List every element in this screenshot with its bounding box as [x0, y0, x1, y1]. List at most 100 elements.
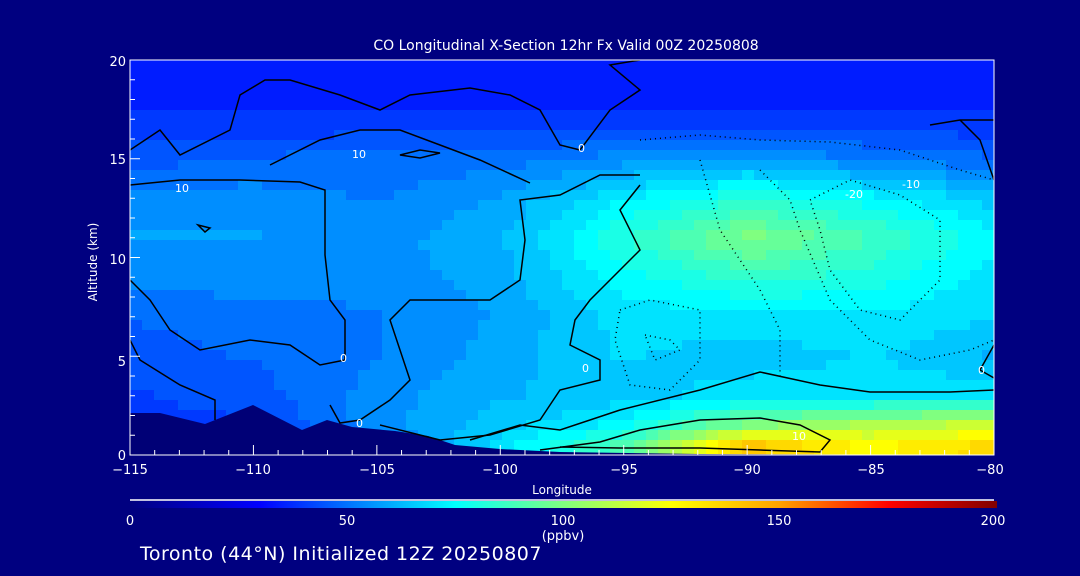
co-cell	[766, 210, 779, 221]
co-cell	[190, 220, 203, 231]
co-cell	[766, 320, 779, 331]
co-cell	[526, 280, 539, 291]
co-cell	[358, 230, 371, 241]
co-cell	[802, 90, 815, 101]
co-cell	[910, 60, 923, 71]
co-cell	[646, 300, 659, 311]
co-cell	[478, 250, 491, 261]
co-cell	[202, 190, 215, 201]
co-cell	[166, 260, 179, 271]
co-cell	[394, 240, 407, 251]
co-cell	[274, 270, 287, 281]
contour-line	[329, 174, 640, 424]
co-cell	[550, 120, 563, 131]
co-cell	[694, 370, 707, 381]
co-cell	[934, 250, 947, 261]
co-cell	[850, 260, 863, 271]
co-cell	[586, 60, 599, 71]
co-cell	[214, 240, 227, 251]
co-cell	[442, 130, 455, 141]
co-cell	[538, 100, 551, 111]
co-cell	[826, 100, 839, 111]
co-cell	[850, 110, 863, 121]
co-cell	[586, 220, 599, 231]
co-cell	[682, 310, 695, 321]
co-cell	[418, 180, 431, 191]
colorbar-tick-label: 150	[767, 514, 792, 529]
co-cell	[694, 440, 707, 451]
co-cell	[238, 140, 251, 151]
co-cell	[754, 410, 767, 421]
co-cell	[874, 130, 887, 141]
co-cell	[130, 70, 143, 81]
co-cell	[586, 240, 599, 251]
co-cell	[298, 190, 311, 201]
co-cell	[442, 370, 455, 381]
co-cell	[874, 260, 887, 271]
co-cell	[154, 330, 167, 341]
co-cell	[298, 290, 311, 301]
co-cell	[238, 120, 251, 131]
co-cell	[310, 260, 323, 271]
co-cell	[946, 210, 959, 221]
co-cell	[298, 80, 311, 91]
co-cell	[862, 230, 875, 241]
co-cell	[586, 320, 599, 331]
co-cell	[946, 110, 959, 121]
co-cell	[574, 60, 587, 71]
co-cell	[382, 170, 395, 181]
co-cell	[358, 280, 371, 291]
co-cell	[694, 400, 707, 411]
co-cell	[946, 450, 959, 455]
co-cell	[154, 280, 167, 291]
co-cell	[922, 320, 935, 331]
co-cell	[538, 410, 551, 421]
co-cell	[562, 300, 575, 311]
x-tick-labels: −115 −110 −105 −100 −95 −90 −85 −80	[112, 463, 1004, 478]
co-cell	[802, 240, 815, 251]
co-cell	[934, 100, 947, 111]
co-cell	[802, 160, 815, 171]
co-cell	[514, 130, 527, 141]
co-cell	[742, 60, 755, 71]
co-cell	[934, 360, 947, 371]
co-cell	[982, 250, 994, 261]
co-cell	[526, 310, 539, 321]
co-cell	[802, 110, 815, 121]
co-cell	[310, 100, 323, 111]
co-cell	[826, 300, 839, 311]
co-cell	[814, 150, 827, 161]
co-cell	[406, 250, 419, 261]
co-cell	[418, 120, 431, 131]
co-cell	[850, 140, 863, 151]
co-cell	[694, 280, 707, 291]
co-cell	[334, 290, 347, 301]
co-cell	[454, 200, 467, 211]
co-cell	[670, 70, 683, 81]
co-cell	[238, 150, 251, 161]
co-cell	[802, 390, 815, 401]
co-cell	[370, 220, 383, 231]
co-cell	[262, 290, 275, 301]
co-cell	[406, 310, 419, 321]
co-cell	[538, 220, 551, 231]
co-cell	[790, 250, 803, 261]
co-cell	[586, 70, 599, 81]
co-cell	[646, 170, 659, 181]
co-cell	[466, 310, 479, 321]
co-cell	[754, 230, 767, 241]
co-cell	[778, 390, 791, 401]
co-cell	[982, 180, 994, 191]
co-cell	[238, 400, 251, 411]
co-cell	[910, 190, 923, 201]
co-cell	[334, 340, 347, 351]
co-cell	[274, 220, 287, 231]
co-cell	[154, 150, 167, 161]
co-cell	[874, 70, 887, 81]
co-cell	[982, 200, 994, 211]
co-cell	[262, 120, 275, 131]
co-cell	[634, 420, 647, 431]
co-cell	[442, 220, 455, 231]
co-cell	[958, 400, 971, 411]
co-cell	[646, 240, 659, 251]
